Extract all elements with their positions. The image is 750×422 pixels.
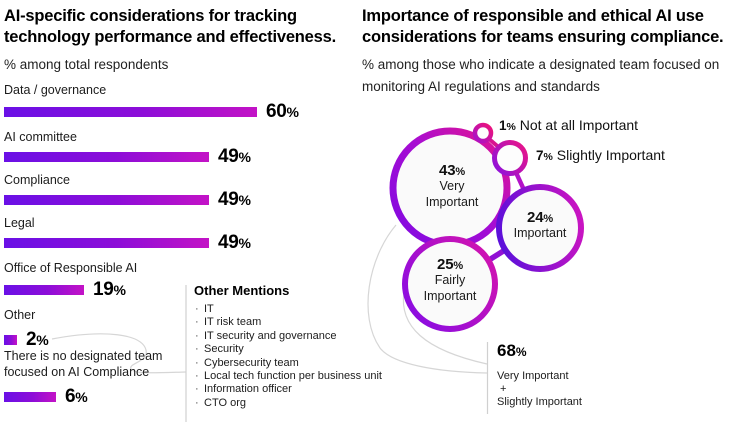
connector-7-to-24 (513, 171, 527, 191)
bar-label-ai-committee: AI committee (4, 130, 77, 144)
bubble-slightly-important-label: 7% Slightly Important (536, 147, 665, 163)
bar-label-other: Other (4, 308, 36, 322)
bar-ai-committee (4, 152, 209, 162)
other-mentions-item: IT security and governance (194, 330, 364, 344)
bubble-very-important-text: 43% Very Important (402, 162, 502, 210)
bar-row-no-designated-team: 6% (4, 386, 88, 407)
bubble-fairly-important-value: 25% (437, 256, 463, 273)
bar-label-office-responsible-ai: Office of Responsible AI (4, 261, 138, 275)
bar-label-data-governance: Data / governance (4, 83, 107, 97)
other-mentions-item: IT (194, 303, 364, 317)
bubble-not-at-all-important-value: 1% (499, 118, 516, 133)
bubble-fairly-important-circle (402, 236, 498, 332)
bar-legal (4, 238, 209, 248)
bar-label-legal: Legal (4, 216, 35, 230)
right-panel-title: Importance of responsible and ethical AI… (362, 7, 724, 46)
bar-row-other: 2% (4, 329, 49, 350)
other-mentions-item: Local tech function per business unit (194, 370, 382, 384)
bubble-important-circle (496, 184, 584, 272)
bubble-fairly-important-text: 25% Fairly Important (400, 256, 500, 304)
bar-value-legal: 49% (218, 232, 251, 253)
combined-label: Very Important + Slightly Important (497, 370, 582, 408)
bar-value-other: 2% (26, 329, 49, 350)
other-mentions-item: Cybersecurity team (194, 357, 364, 371)
bubble-very-important-value: 43% (439, 162, 465, 179)
bar-row-office-responsible-ai: 19% (4, 279, 126, 300)
other-mentions-item: IT risk team (194, 316, 364, 330)
bar-no-designated-team (4, 392, 56, 402)
bar-row-data-governance: 60% (4, 101, 299, 122)
bubble-very-important-label: Very Important (425, 179, 479, 209)
bar-value-compliance: 49% (218, 189, 251, 210)
bar-other (4, 335, 17, 345)
bubble-important-label: Important (513, 226, 567, 240)
bar-label-compliance: Compliance (4, 173, 71, 187)
bubble-not-at-all-important-circle (472, 122, 494, 144)
bubble-not-at-all-important-label: 1% Not at all Important (499, 117, 639, 133)
other-mentions-item: CTO org (194, 397, 364, 411)
other-mentions-connector-line (51, 333, 187, 374)
bubble-slightly-important-value: 7% (536, 148, 553, 163)
combined-bracket-curve-bottom (402, 291, 488, 365)
bar-row-legal: 49% (4, 232, 251, 253)
bar-value-data-governance: 60% (266, 101, 299, 122)
bar-label-no-designated-team: There is no designated team focused on A… (4, 349, 163, 379)
combined-bracket-curve-top (367, 224, 488, 374)
connector-24-to-25 (487, 247, 507, 263)
bubble-important-text: 24% Important (490, 209, 590, 242)
combined-annotation: 68% Very Important + Slightly Important (497, 341, 582, 409)
bar-value-ai-committee: 49% (218, 146, 251, 167)
other-mentions-panel: Other Mentions IT IT risk team IT securi… (194, 283, 382, 411)
left-panel-subtitle: % among total respondents (4, 57, 169, 72)
bubble-slightly-important-circle (492, 140, 528, 176)
combined-value: 68% (497, 341, 527, 360)
left-panel-title: AI-specific considerations for tracking … (4, 7, 336, 46)
other-mentions-list: IT IT risk team IT security and governan… (194, 303, 382, 411)
right-panel-subtitle: % among those who indicate a designated … (362, 57, 720, 94)
other-mentions-item: Security (194, 343, 364, 357)
bar-row-ai-committee: 49% (4, 146, 251, 167)
bubble-fairly-important-label: Fairly Important (423, 273, 477, 303)
bar-row-compliance: 49% (4, 189, 251, 210)
bar-data-governance (4, 107, 257, 117)
other-mentions-item: Information officer (194, 383, 364, 397)
other-mentions-title: Other Mentions (194, 283, 290, 298)
bar-office-responsible-ai (4, 285, 84, 295)
bar-compliance (4, 195, 209, 205)
bubble-important-value: 24% (527, 209, 553, 226)
bar-value-no-designated-team: 6% (65, 386, 88, 407)
bar-value-office-responsible-ai: 19% (93, 279, 126, 300)
